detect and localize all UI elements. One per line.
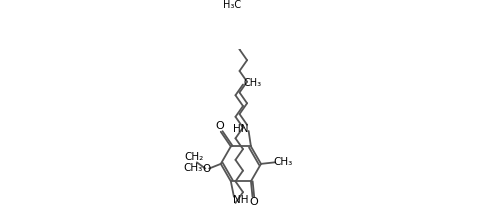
Text: HN: HN: [233, 124, 248, 134]
Text: H₃C: H₃C: [222, 0, 240, 10]
Text: O: O: [202, 164, 210, 174]
Text: CH₂: CH₂: [184, 152, 204, 162]
Text: CH₃: CH₃: [243, 78, 261, 88]
Text: CH₃: CH₃: [183, 163, 202, 173]
Text: NH: NH: [233, 195, 248, 205]
Text: O: O: [249, 197, 258, 207]
Text: CH₃: CH₃: [273, 157, 292, 167]
Text: O: O: [215, 121, 224, 131]
